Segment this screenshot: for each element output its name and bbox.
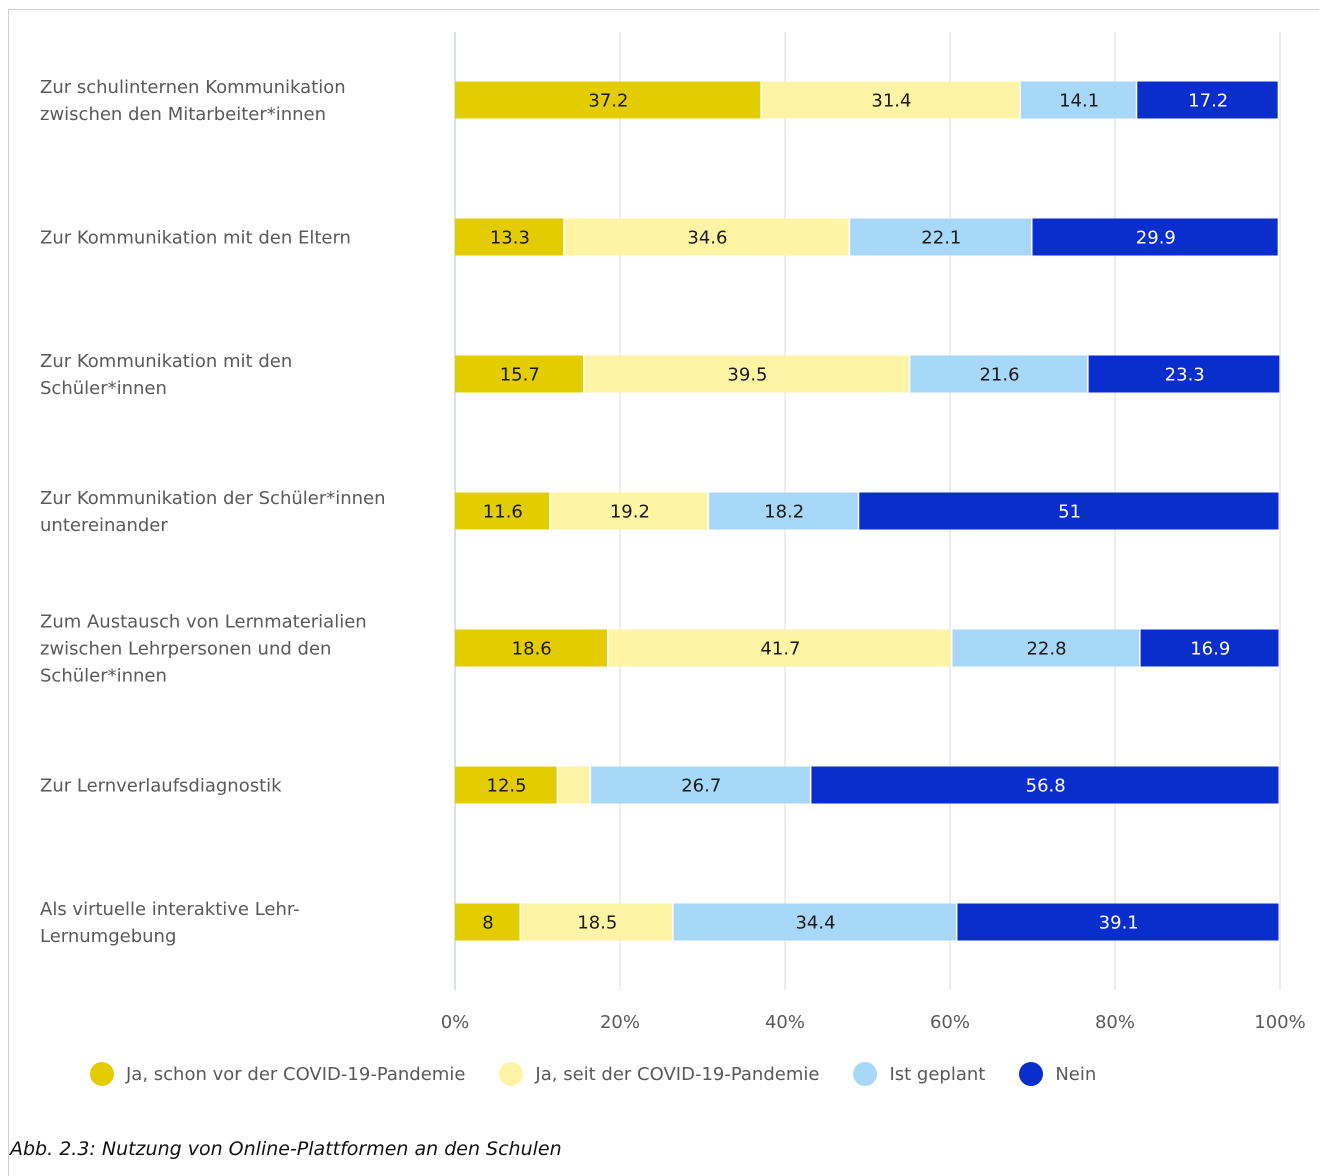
bar-segment xyxy=(558,766,590,804)
bar-segment xyxy=(1020,81,1136,119)
bar-segment xyxy=(455,218,564,256)
figure-frame xyxy=(8,9,1319,1176)
data-label: 39.1 xyxy=(1099,913,1139,934)
data-label: 56.8 xyxy=(1026,776,1066,797)
data-label: 16.9 xyxy=(1190,639,1230,660)
legend-item: Ist geplant xyxy=(853,1062,985,1086)
data-label: 23.3 xyxy=(1165,365,1205,386)
data-label: 17.2 xyxy=(1188,91,1228,112)
data-label: 18.2 xyxy=(764,502,804,523)
x-tick-label: 0% xyxy=(441,1012,470,1033)
x-tick-label: 60% xyxy=(930,1012,970,1033)
legend-item: Ja, seit der COVID-19-Pandemie xyxy=(499,1062,819,1086)
legend-label: Ist geplant xyxy=(889,1063,986,1085)
legend-marker xyxy=(1019,1062,1044,1086)
bar-segment xyxy=(850,218,1031,256)
data-label: 22.8 xyxy=(1026,639,1066,660)
bar-segment xyxy=(550,492,708,530)
x-tick-label: 80% xyxy=(1095,1012,1135,1033)
category-label: Zur Kommunikation mit den Eltern xyxy=(40,228,351,249)
bar-segment xyxy=(455,355,584,393)
category-label: Zur schulinternen Kommunikation xyxy=(40,77,346,98)
bar-segment xyxy=(709,492,858,530)
bar-segment xyxy=(1140,629,1279,667)
legend-label: Ja, seit der COVID-19-Pandemie xyxy=(535,1063,820,1085)
legend: Ja, schon vor der COVID-19-Pandemie Ja, s… xyxy=(90,1060,1096,1088)
data-label: 13.3 xyxy=(490,228,530,249)
legend-marker xyxy=(90,1062,114,1086)
bar-segment xyxy=(910,355,1088,393)
bar-segment xyxy=(591,766,810,804)
category-label: Zur Lernverlaufsdiagnostik xyxy=(40,776,282,797)
data-label: 34.4 xyxy=(795,913,835,934)
data-label: 29.9 xyxy=(1136,228,1176,249)
x-tick-label: 40% xyxy=(765,1012,805,1033)
data-label: 51 xyxy=(1058,502,1081,523)
data-label: 19.2 xyxy=(610,502,650,523)
category-label: untereinander xyxy=(40,515,168,536)
legend-item: Ja, schon vor der COVID-19-Pandemie xyxy=(90,1062,465,1086)
data-label: 21.6 xyxy=(979,365,1019,386)
data-label: 22.1 xyxy=(921,228,961,249)
data-label: 18.5 xyxy=(577,913,617,934)
data-label: 37.2 xyxy=(588,91,628,112)
data-label: 31.4 xyxy=(871,91,911,112)
legend-label: Ja, schon vor der COVID-19-Pandemie xyxy=(126,1063,466,1085)
bar-segment xyxy=(1137,81,1278,119)
data-label: 18.6 xyxy=(512,639,552,660)
stacked-bar-chart: 37.2 31.4 14.1 17.2 Zur schulinternen Kommun… xyxy=(40,32,1306,1033)
bar-segment xyxy=(564,218,849,256)
bar-segment xyxy=(761,81,1020,119)
bar-segment xyxy=(811,766,1279,804)
data-label: 41.7 xyxy=(760,639,800,660)
category-label: Zum Austausch von Lernmaterialien xyxy=(40,612,367,633)
data-label: 15.7 xyxy=(500,365,540,386)
bar-segment xyxy=(957,903,1279,941)
bar-segment xyxy=(859,492,1279,530)
figure-caption: Abb. 2.3: Nutzung von Online-Plattformen… xyxy=(10,1138,562,1160)
legend-label: Nein xyxy=(1055,1063,1097,1085)
bar-segment xyxy=(1088,355,1280,393)
bar-segment xyxy=(1032,218,1278,256)
data-label: 12.5 xyxy=(487,776,527,797)
category-label: Schüler*innen xyxy=(40,378,167,399)
bar-segment xyxy=(584,355,909,393)
bar-segment xyxy=(455,629,607,667)
data-label: 34.6 xyxy=(687,228,727,249)
data-label: 39.5 xyxy=(727,365,767,386)
bar-segment xyxy=(952,629,1140,667)
legend-item: Nein xyxy=(1019,1062,1096,1086)
data-label: 11.6 xyxy=(483,502,523,523)
bar-segment xyxy=(455,81,761,119)
data-label: 26.7 xyxy=(681,776,721,797)
data-label: 14.1 xyxy=(1059,91,1099,112)
bar-segment xyxy=(608,629,951,667)
bar-segment xyxy=(673,903,956,941)
bar-segment xyxy=(521,903,673,941)
category-label: Zur Kommunikation der Schüler*innen xyxy=(40,488,386,509)
category-label: Als virtuelle interaktive Lehr- xyxy=(40,899,300,920)
bar-segment xyxy=(455,492,550,530)
category-label: zwischen den Mitarbeiter*innen xyxy=(40,104,326,125)
data-label: 8 xyxy=(482,913,493,934)
x-tick-label: 100% xyxy=(1254,1012,1305,1033)
category-label: Lernumgebung xyxy=(40,926,176,947)
x-tick-label: 20% xyxy=(600,1012,640,1033)
bar-segment xyxy=(455,766,557,804)
category-label: zwischen Lehrpersonen und den xyxy=(40,639,331,660)
legend-marker xyxy=(853,1062,878,1086)
bar-segment xyxy=(455,903,520,941)
category-label: Schüler*innen xyxy=(40,666,167,687)
legend-marker xyxy=(499,1062,524,1086)
category-label: Zur Kommunikation mit den xyxy=(40,351,292,372)
